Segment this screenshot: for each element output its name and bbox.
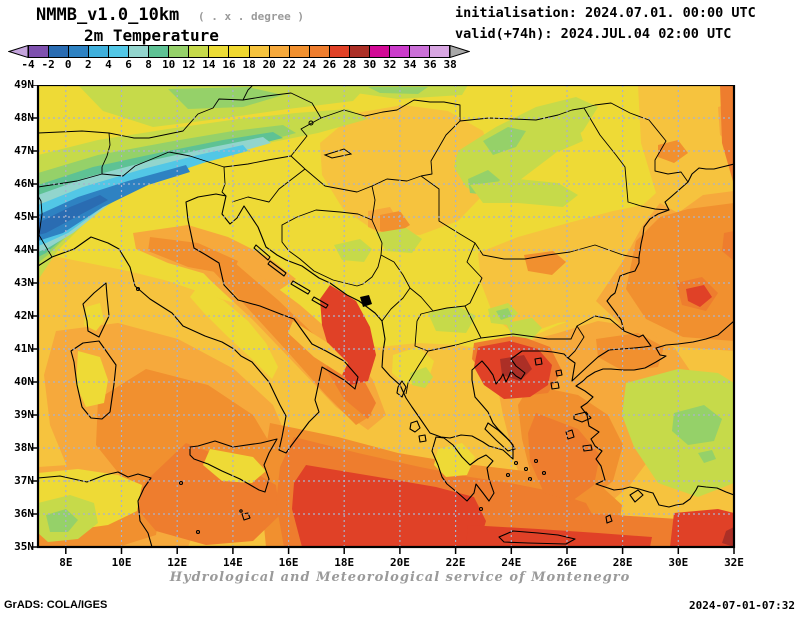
valid-time: valid(+74h): 2024.JUL.04 02:00 UTC	[455, 26, 732, 42]
colorbar-tick-label: 24	[302, 58, 317, 71]
lat-label: 41N	[14, 342, 34, 355]
colorbar-segment	[29, 46, 50, 57]
colorbar-segment	[389, 46, 410, 57]
lat-label: 36N	[14, 507, 34, 520]
colorbar-left-arrow	[8, 45, 28, 58]
colorbar-segment	[209, 46, 230, 57]
colorbar-segment	[149, 46, 170, 57]
lakes	[308, 120, 372, 307]
colorbar-tick-label: 22	[282, 58, 296, 71]
lon-label: 24E	[501, 556, 522, 569]
lon-label: 18E	[334, 556, 355, 569]
colorbar-tick-label: 2	[84, 58, 92, 71]
colorbar-segment	[69, 46, 90, 57]
colorbar-tick-label: 16	[222, 58, 236, 71]
lat-label: 48N	[14, 111, 34, 124]
colorbar-tick-label: 28	[342, 58, 357, 71]
colorbar-segment	[89, 46, 110, 57]
map-canvas	[31, 85, 736, 554]
axis-ticks	[31, 85, 735, 554]
lat-label: 37N	[14, 474, 34, 487]
colorbar-tick-label: -4	[21, 58, 35, 71]
colorbar-tick-label: 34	[403, 58, 417, 71]
lat-label: 46N	[14, 177, 34, 190]
colorbar-tick-label: 20	[262, 58, 276, 71]
field-subtitle: 2m Temperature	[84, 26, 219, 45]
country-borders	[38, 85, 689, 395]
generation-timestamp: 2024-07-01-07:32	[689, 599, 795, 612]
temperature-field	[38, 85, 734, 547]
lat-label: 44N	[14, 243, 34, 256]
grads-stamp: GrADS: COLA/IGES	[4, 599, 108, 611]
colorbar-tick-label: 4	[105, 58, 112, 71]
colorbar-segment	[289, 46, 310, 57]
colorbar-tick-label: 8	[145, 58, 152, 71]
map-frame	[36, 85, 736, 549]
colorbar-segment	[309, 46, 330, 57]
colorbar-segment	[189, 46, 210, 57]
colorbar-right-arrow	[450, 45, 470, 58]
lake-neusiedl	[308, 120, 314, 126]
colorbar-segment	[269, 46, 290, 57]
colorbar-segment	[49, 46, 70, 57]
colorbar-right-arrow-shape	[450, 45, 470, 58]
colorbar-segments	[28, 45, 450, 58]
colorbar-segment	[169, 46, 190, 57]
lon-label: 12E	[167, 556, 188, 569]
colorbar-segment	[229, 46, 250, 57]
lat-label: 40N	[14, 375, 34, 388]
colorbar-tick-label: 32	[383, 58, 397, 71]
lon-label: 22E	[445, 556, 466, 569]
colorbar-tick-label: 0	[64, 58, 72, 71]
lat-label: 39N	[14, 408, 34, 421]
colorbar-left-arrow-shape	[8, 45, 28, 58]
colorbar-tick-label: 36	[423, 58, 437, 71]
lon-label: 32E	[724, 556, 744, 569]
lat-label: 45N	[14, 210, 34, 223]
colorbar-tick-label: -2	[41, 58, 55, 71]
lat-label: 35N	[14, 540, 34, 553]
initialisation-time: initialisation: 2024.07.01. 00:00 UTC	[455, 5, 756, 21]
grid-lines	[38, 85, 734, 547]
service-attribution: Hydrological and Meteorological service …	[169, 570, 631, 585]
colorbar-segment	[129, 46, 150, 57]
colorbar-tick-label: 6	[125, 58, 132, 71]
lon-label: 16E	[278, 556, 299, 569]
colorbar-tick-label: 30	[363, 58, 377, 71]
colorbar-tick-labels: -4 -2 0 2 4 6 8 10 12 14 16 18 20 22 24 26 28 30 32 34 36 38	[21, 58, 458, 72]
colorbar-segment	[409, 46, 430, 57]
colorbar-segment	[329, 46, 350, 57]
colorbar-tick-label: 10	[162, 58, 176, 71]
colorbar-segment	[109, 46, 130, 57]
colorbar-tick-label: 14	[202, 58, 216, 71]
colorbar-segment	[349, 46, 370, 57]
lon-label: 10E	[111, 556, 132, 569]
colorbar-segment	[249, 46, 270, 57]
lon-label: 26E	[557, 556, 577, 569]
model-title: NMMB_v1.0_10km	[36, 5, 180, 25]
colorbar-tick-label: 38	[443, 58, 457, 71]
colorbar-tick-label: 12	[182, 58, 196, 71]
lon-label: 20E	[389, 556, 410, 569]
colorbar-tick-label: 26	[322, 58, 337, 71]
lon-label: 28E	[612, 556, 633, 569]
lake-skadar	[360, 295, 372, 307]
lat-label: 42N	[14, 309, 34, 322]
colorbar-tick-label: 18	[242, 58, 256, 71]
grid-note: ( . x . degree )	[198, 10, 304, 23]
lat-label: 47N	[14, 144, 34, 157]
lat-label: 43N	[14, 276, 34, 289]
colorbar-segment	[369, 46, 390, 57]
lake-balaton	[323, 148, 353, 159]
lon-label: 14E	[222, 556, 243, 569]
colorbar-segment	[429, 46, 449, 57]
lat-label: 38N	[14, 441, 34, 454]
lon-label: 8E	[59, 556, 73, 569]
lat-label: 49N	[14, 78, 34, 91]
lon-label: 30E	[668, 556, 689, 569]
